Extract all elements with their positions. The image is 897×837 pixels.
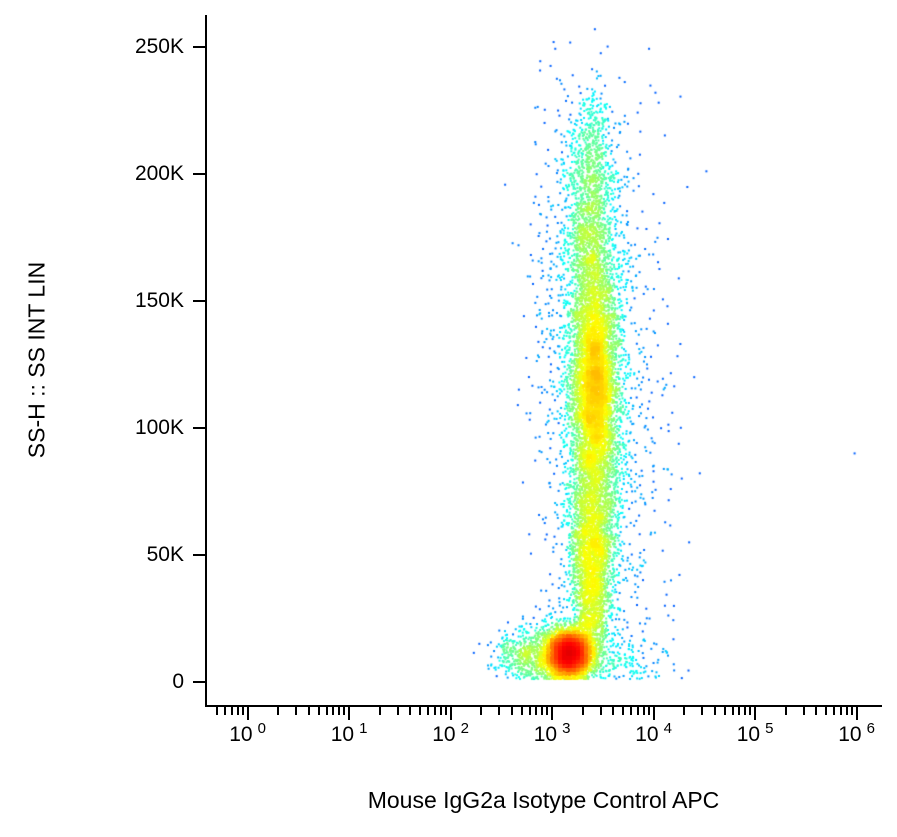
x-axis-minor-tick: [528, 707, 531, 715]
x-axis-minor-tick: [784, 707, 787, 715]
x-axis-minor-tick: [277, 707, 280, 715]
y-axis-tick: [193, 172, 205, 175]
x-axis-minor-tick: [546, 707, 549, 715]
x-axis-minor-tick: [439, 707, 442, 715]
x-axis-minor-tick: [317, 707, 320, 715]
x-axis-minor-tick: [498, 707, 501, 715]
x-axis-minor-tick: [520, 707, 523, 715]
x-tick-base: 10: [432, 723, 456, 746]
x-axis-minor-tick: [683, 707, 686, 715]
x-axis-minor-tick: [343, 707, 346, 715]
y-axis-tick: [193, 45, 205, 48]
x-axis-tick: [551, 707, 554, 720]
x-axis-minor-tick: [744, 707, 747, 715]
x-axis-minor-tick: [332, 707, 335, 715]
y-axis-tick: [193, 299, 205, 302]
x-axis-tick: [855, 707, 858, 720]
x-axis-minor-tick: [630, 707, 633, 715]
x-axis-minor-tick: [713, 707, 716, 715]
y-axis-tick: [193, 426, 205, 429]
x-axis-minor-tick: [647, 707, 650, 715]
x-axis-minor-tick: [295, 707, 298, 715]
x-axis-minor-tick: [581, 707, 584, 715]
x-axis-minor-tick: [833, 707, 836, 715]
x-tick-exponent: 3: [562, 720, 571, 737]
x-tick-exponent: 6: [866, 720, 875, 737]
x-axis-minor-tick: [731, 707, 734, 715]
x-tick-label: 10 0: [203, 720, 293, 750]
x-axis-minor-tick: [307, 707, 310, 715]
x-axis-minor-tick: [409, 707, 412, 715]
x-tick-label: 10 3: [507, 720, 597, 750]
y-tick-label: 0: [172, 670, 184, 694]
x-axis-minor-tick: [723, 707, 726, 715]
x-axis-tick: [754, 707, 757, 720]
x-axis-tick: [348, 707, 351, 720]
x-axis-minor-tick: [701, 707, 704, 715]
x-axis-minor-tick: [216, 707, 219, 715]
x-tick-exponent: 4: [663, 720, 672, 737]
x-axis-minor-tick: [541, 707, 544, 715]
x-axis-minor-tick: [480, 707, 483, 715]
x-axis-minor-tick: [622, 707, 625, 715]
x-axis-minor-tick: [230, 707, 233, 715]
x-axis-tick: [246, 707, 249, 720]
y-axis-tick: [193, 554, 205, 557]
x-tick-base: 10: [533, 723, 558, 746]
x-axis-minor-tick: [427, 707, 430, 715]
x-axis-minor-tick: [738, 707, 741, 715]
x-axis-minor-tick: [419, 707, 422, 715]
x-axis-minor-tick: [510, 707, 513, 715]
x-axis-minor-tick: [599, 707, 602, 715]
scatter-density-canvas: [207, 15, 882, 705]
x-tick-base: 10: [635, 723, 659, 746]
x-axis-minor-tick: [802, 707, 805, 715]
x-tick-label: 10 1: [304, 720, 394, 750]
x-axis-label: Mouse IgG2a Isotype Control APC: [367, 787, 720, 813]
x-tick-exponent: 0: [257, 720, 266, 737]
x-axis-minor-tick: [612, 707, 615, 715]
y-tick-label: 200K: [134, 161, 184, 185]
x-tick-base: 10: [736, 723, 761, 746]
x-axis-minor-tick: [378, 707, 381, 715]
x-tick-base: 10: [330, 723, 355, 746]
x-axis-minor-tick: [444, 707, 447, 715]
x-axis-minor-tick: [535, 707, 538, 715]
x-tick-label: 10 2: [406, 720, 496, 750]
y-axis-tick: [193, 681, 205, 684]
plot-area: [205, 15, 882, 707]
x-tick-exponent: 1: [359, 720, 368, 737]
x-axis-minor-tick: [839, 707, 842, 715]
x-tick-base: 10: [229, 723, 253, 746]
x-axis-minor-tick: [236, 707, 239, 715]
x-axis-minor-tick: [642, 707, 645, 715]
y-axis-label: SS-H :: SS INT LIN: [23, 261, 50, 459]
x-axis-minor-tick: [338, 707, 341, 715]
x-axis-minor-tick: [749, 707, 752, 715]
x-axis-minor-tick: [845, 707, 848, 715]
x-axis-minor-tick: [850, 707, 853, 715]
x-axis-minor-tick: [224, 707, 227, 715]
x-axis-tick: [449, 707, 452, 720]
x-axis-minor-tick: [433, 707, 436, 715]
x-tick-base: 10: [838, 723, 862, 746]
x-tick-label: 10 5: [710, 720, 800, 750]
x-axis-minor-tick: [325, 707, 328, 715]
x-axis-minor-tick: [396, 707, 399, 715]
x-axis-minor-tick: [241, 707, 244, 715]
x-axis-minor-tick: [636, 707, 639, 715]
x-axis-minor-tick: [825, 707, 828, 715]
x-axis-minor-tick: [815, 707, 818, 715]
x-axis-tick: [652, 707, 655, 720]
x-tick-exponent: 5: [765, 720, 774, 737]
y-tick-label: 250K: [134, 34, 184, 58]
x-tick-exponent: 2: [460, 720, 469, 737]
y-tick-label: 100K: [134, 415, 184, 439]
x-tick-label: 10 6: [812, 720, 897, 750]
y-tick-label: 150K: [134, 288, 184, 312]
x-tick-label: 10 4: [609, 720, 699, 750]
y-tick-label: 50K: [146, 543, 184, 567]
